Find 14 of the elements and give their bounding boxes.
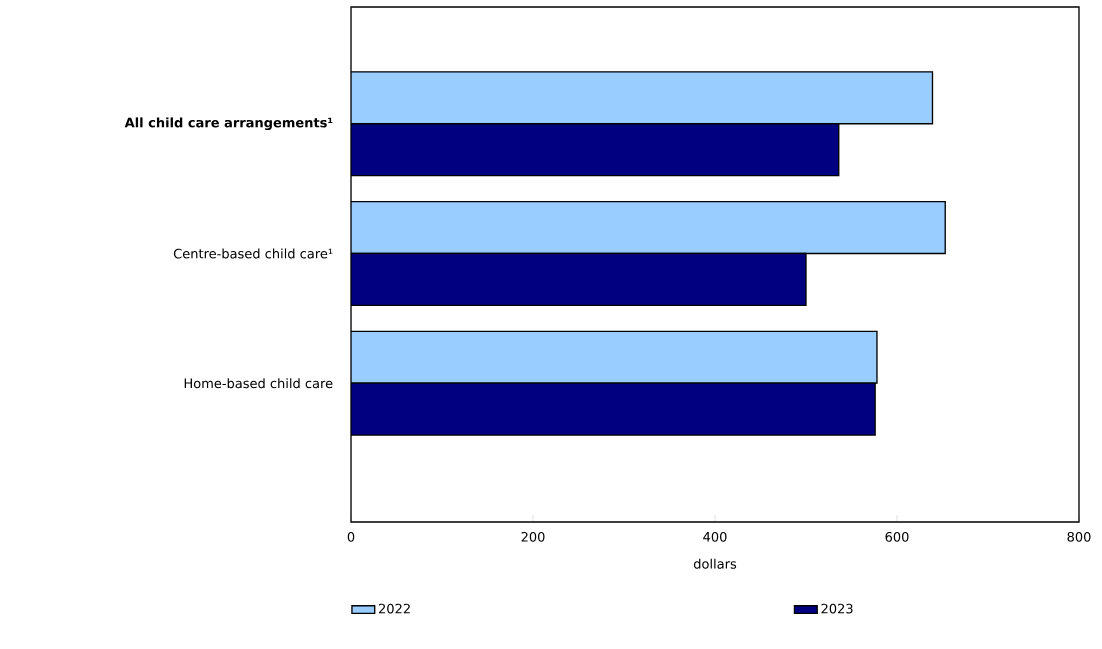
x-tick-label: 800 [1067, 531, 1091, 542]
y-tick-label: All child care arrangements¹ [124, 117, 333, 131]
x-tick-label: 600 [885, 531, 909, 542]
x-tick-label: 400 [703, 531, 727, 542]
x-tick-label: 0 [347, 531, 355, 542]
bar [351, 382, 876, 436]
x-axis-title: dollars [693, 558, 737, 569]
bar [351, 252, 807, 307]
y-tick-label: Home-based child care [184, 378, 333, 389]
legend-label: 2022 [379, 603, 410, 614]
bar [351, 123, 840, 177]
x-tick-label: 200 [521, 531, 545, 542]
legend-label: 2023 [821, 603, 853, 614]
y-tick-label: Centre-based child care¹ [173, 248, 333, 259]
